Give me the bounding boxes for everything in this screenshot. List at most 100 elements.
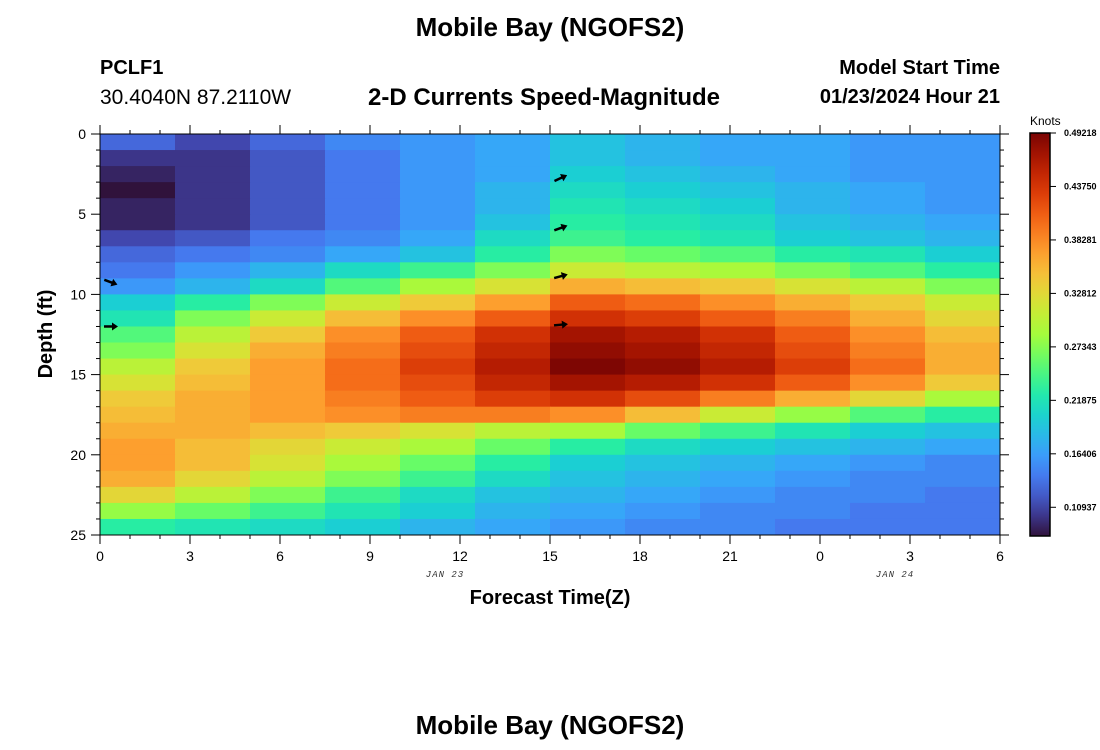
heatmap-cell [925,182,1000,199]
heatmap-cell [1000,391,1031,408]
heatmap-cell [925,262,1000,279]
heatmap-cell [175,438,251,456]
heatmap-cell [175,182,251,199]
heatmap-cell [400,518,476,535]
heatmap-cell [475,134,551,151]
heatmap-cell [250,342,326,360]
heatmap-cell [925,214,1000,231]
heatmap-cell [550,278,626,295]
heatmap-cell [700,198,776,215]
y-tick-label: 10 [70,286,86,302]
direction-arrow [553,320,568,329]
arrow-head [112,322,118,331]
heatmap-cell [175,150,251,167]
heatmap-cell [700,518,776,535]
heatmap-cell [475,358,551,376]
heatmap-cell [400,262,476,279]
heatmap-cell [400,454,476,472]
heatmap-cell [850,294,926,312]
heatmap-cell [625,518,701,535]
heatmap-cell [250,502,326,520]
heatmap-cell [550,406,626,424]
heatmap-cell [175,374,251,392]
x-tick-label: 9 [366,548,374,564]
heatmap-cell [775,390,851,408]
heatmap-cell [700,214,776,231]
chart-title: Mobile Bay (NGOFS2) [415,12,685,42]
model-start-label: Model Start Time [839,57,1000,79]
heatmap-cell [700,310,776,328]
heatmap-cell [475,438,551,456]
heatmap-cell [550,358,626,376]
heatmap-cell [625,150,701,167]
heatmap-cell [850,182,926,199]
heatmap-cell [775,406,851,424]
heatmap-cell [400,294,476,312]
heatmap-cell [925,502,1000,520]
heatmap-cell [250,134,326,151]
heatmap-cell [250,294,326,312]
heatmap-cell [475,262,551,279]
heatmap-cell [1000,407,1031,424]
heatmap-cell [775,310,851,328]
heatmap-cell [325,230,401,247]
heatmap-cell [100,150,176,167]
heatmap-cell [925,150,1000,167]
heatmap-cell [700,278,776,295]
heatmap-cell [175,230,251,247]
heatmap-cell [850,262,926,279]
heatmap-cell [475,374,551,392]
heatmap-cell [325,310,401,328]
heatmap-cell [325,518,401,535]
heatmap-cell [475,294,551,312]
heatmap-cell [400,166,476,183]
heatmap-cell [625,182,701,199]
heatmap-cell [325,182,401,199]
heatmap-cell [550,150,626,167]
heatmap-cell [700,438,776,456]
heatmap-cell [250,454,326,472]
heatmap-cell [100,470,176,488]
heatmap-cell [850,486,926,504]
heatmap-cell [250,406,326,424]
heatmap-cell [850,358,926,376]
heatmap-cell [1000,503,1031,520]
heatmap-cell [250,422,326,440]
heatmap-cell [400,486,476,504]
heatmap-cell [925,358,1000,376]
heatmap-cell [325,326,401,344]
heatmap-cell [250,230,326,247]
heatmap-cell [700,262,776,279]
heatmap-cell [100,438,176,456]
heatmap-cell [1000,246,1031,263]
heatmap-cell [250,278,326,295]
heatmap-cell [475,422,551,440]
heatmap-cell [1000,375,1031,392]
heatmap-cell [175,390,251,408]
heatmap-cell [400,310,476,328]
heatmap-cell [550,486,626,504]
arrow-head [560,272,568,280]
heatmap-cell [1000,343,1031,360]
heatmap-cell [250,374,326,392]
heatmap-cell [1000,166,1031,183]
heatmap-cell [700,326,776,344]
heatmap-cell [175,246,251,263]
heatmap-cell [775,470,851,488]
heatmap-cell [400,422,476,440]
heatmap-cell [850,214,926,231]
heatmap-cell [775,150,851,167]
heatmap-cell [325,166,401,183]
colorbar: Knots 0.49218 0.43750 0.38281 0.32812 0.2734… [1029,114,1097,537]
heatmap-cell [100,406,176,424]
heatmap-cell [400,406,476,424]
heatmap-cell [775,182,851,199]
heatmap-cell [850,406,926,424]
heatmap-cell [100,390,176,408]
heatmap-cell [325,454,401,472]
heatmap-cell [850,374,926,392]
heatmap-cell [625,246,701,263]
y-tick-label: 5 [78,206,86,222]
heatmap-cell [1000,214,1031,231]
